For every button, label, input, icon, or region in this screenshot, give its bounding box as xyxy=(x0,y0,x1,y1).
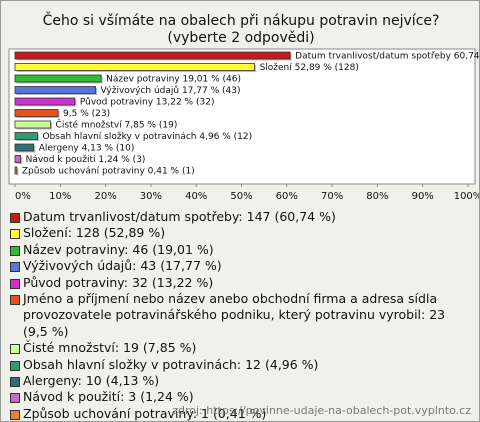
legend-label: Způsob uchování potraviny: 1 (0,41 %) xyxy=(23,405,267,421)
bar-label: Návod k použití 1,24 % (3) xyxy=(26,155,146,165)
legend-label: Alergeny: 10 (4,13 %) xyxy=(23,373,160,389)
legend: Datum trvanlivost/datum spotřeby: 147 (6… xyxy=(9,209,471,421)
bar-label: Obsah hlavní složky v potravinách 4,96 %… xyxy=(42,132,252,142)
x-tick-label: 100% xyxy=(454,191,479,202)
legend-label: Jméno a příjmení nebo název anebo obchod… xyxy=(23,291,446,339)
bar xyxy=(14,120,51,129)
legend-item: Čisté množství: 19 (7,85 %) xyxy=(9,340,471,356)
x-tick-label: 60% xyxy=(276,191,298,202)
legend-swatch xyxy=(10,393,20,404)
bar-label: Složení 52,89 % (128) xyxy=(260,63,359,73)
legend-swatch xyxy=(10,262,20,273)
bar-label: 9,5 % (23) xyxy=(63,109,110,119)
legend-label: Název potraviny: 46 (19,01 %) xyxy=(23,241,214,257)
legend-label: Složení: 128 (52,89 %) xyxy=(23,225,166,241)
bar xyxy=(14,51,291,60)
x-tick-label: 0% xyxy=(15,191,31,202)
legend-swatch xyxy=(10,409,20,420)
legend-swatch xyxy=(10,360,20,371)
legend-item: Datum trvanlivost/datum spotřeby: 147 (6… xyxy=(9,209,471,225)
legend-swatch xyxy=(10,229,20,240)
legend-item: Obsah hlavní složky v potravinách: 12 (4… xyxy=(9,357,471,373)
x-tick-label: 20% xyxy=(94,191,116,202)
bar xyxy=(14,143,35,152)
source: zdroj: https://povinne-udaje-na-obalech-… xyxy=(172,404,471,417)
bar-label: Způsob uchování potraviny 0,41 % (1) xyxy=(22,166,195,177)
legend-item: Původ potraviny: 32 (13,22 %) xyxy=(9,275,471,291)
legend-item: Jméno a příjmení nebo název anebo obchod… xyxy=(9,291,471,340)
bar xyxy=(14,63,255,71)
legend-item: Způsob uchování potraviny: 1 (0,41 %) xyxy=(9,405,471,421)
legend-swatch xyxy=(10,245,20,256)
bar xyxy=(14,97,76,106)
bar-label: Název potraviny 19,01 % (46) xyxy=(106,75,241,85)
bar xyxy=(14,86,96,94)
bar-label: Původ potraviny 13,22 % (32) xyxy=(80,97,215,108)
x-tick-label: 80% xyxy=(366,191,388,202)
bar-shadow xyxy=(16,168,19,176)
bar-label: Čisté množství 7,85 % (19) xyxy=(56,119,178,131)
x-tick-label: 40% xyxy=(185,191,207,202)
legend-label: Datum trvanlivost/datum spotřeby: 147 (6… xyxy=(23,209,336,224)
chart: 0% 10% 20% 30% 40% 50% 60% 70% 80% 90% 100% Datum t… xyxy=(8,48,479,202)
legend-item: Výživových údajů: 43 (17,77 %) xyxy=(9,258,471,274)
chart-title: Čeho si všímáte na obalech při nákupu po… xyxy=(42,13,440,46)
legend-swatch xyxy=(10,295,20,306)
legend-item: Návod k použití: 3 (1,24 %) xyxy=(9,389,471,405)
x-tick-label: 10% xyxy=(49,191,71,202)
bar xyxy=(14,132,38,140)
legend-swatch xyxy=(10,344,20,355)
legend-label: Obsah hlavní složky v potravinách: 12 (4… xyxy=(23,356,319,372)
bar xyxy=(14,166,18,175)
x-tick-label: 50% xyxy=(230,191,252,202)
legend-item: Alergeny: 10 (4,13 %) xyxy=(9,373,471,389)
legend-swatch xyxy=(10,278,20,289)
legend-swatch xyxy=(10,213,20,223)
legend-item: Název potraviny: 46 (19,01 %) xyxy=(9,242,471,258)
legend-label: Návod k použití: 3 (1,24 %) xyxy=(23,389,194,405)
x-tick-label: 30% xyxy=(140,191,162,202)
legend-label: Původ potraviny: 32 (13,22 %) xyxy=(23,274,214,290)
bar xyxy=(14,109,59,117)
x-tick-label: 70% xyxy=(321,191,343,202)
bar-label: Výživových údajů 17,77 % (43) xyxy=(100,85,240,96)
legend-label: Čisté množství: 19 (7,85 %) xyxy=(23,340,197,356)
legend-label: Výživových údajů: 43 (17,77 %) xyxy=(23,258,222,274)
bar xyxy=(14,74,102,83)
bar-label: Datum trvanlivost/datum spotřeby 60,74 %… xyxy=(295,52,479,62)
bar-label: Alergeny 4,13 % (10) xyxy=(39,144,135,154)
legend-item: Složení: 128 (52,89 %) xyxy=(9,225,471,241)
bar xyxy=(14,155,22,163)
x-tick-label: 90% xyxy=(412,191,434,202)
legend-swatch xyxy=(10,377,20,388)
